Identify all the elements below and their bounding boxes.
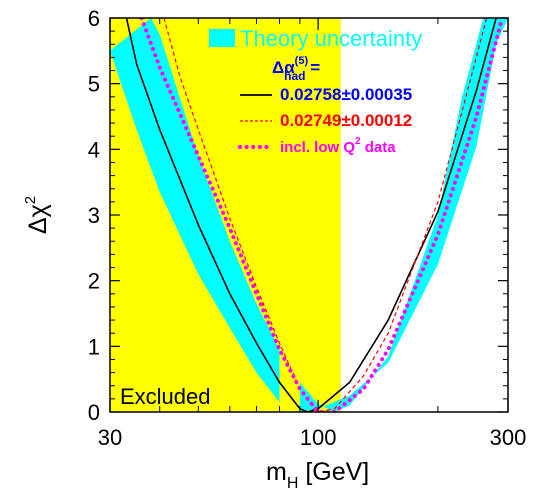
excluded-label: Excluded xyxy=(120,384,211,409)
y-tick-label: 6 xyxy=(88,6,100,31)
y-axis-title: Δχ2 xyxy=(22,196,52,234)
y-tick-label: 1 xyxy=(88,334,100,359)
plot-area: Excluded xyxy=(110,18,508,412)
x-axis-title: mH [GeV] xyxy=(266,458,369,492)
legend-band-swatch xyxy=(209,29,235,47)
legend-entry-2-label: 0.02749±0.00012 xyxy=(280,111,412,130)
x-tick-label: 100 xyxy=(300,425,337,450)
y-tick-label: 3 xyxy=(88,203,100,228)
x-tick-label: 300 xyxy=(490,425,527,450)
axes-frame: 0 1 2 3 4 5 6 30 100 300 xyxy=(88,6,527,450)
y-tick-label: 4 xyxy=(88,137,100,162)
x-tick-label: 30 xyxy=(98,425,122,450)
y-tick-label: 5 xyxy=(88,72,100,97)
theory-band-right xyxy=(299,18,508,412)
y-tick-label: 2 xyxy=(88,269,100,294)
legend-band-label: Theory uncertainty xyxy=(240,26,422,51)
axis-labels: Δχ2 mH [GeV] xyxy=(22,196,369,492)
legend-header: Δα(5) had = xyxy=(272,55,320,83)
legend-entry-1-label: 0.02758±0.00035 xyxy=(280,85,412,104)
legend: Theory uncertainty Δα(5) had = 0.02758±0.00… xyxy=(209,26,422,156)
plot-content xyxy=(110,18,508,412)
legend-entry-3-label: incl. low Q2 data xyxy=(280,136,396,156)
series-2-line xyxy=(163,18,488,412)
y-tick-label: 0 xyxy=(88,400,100,425)
